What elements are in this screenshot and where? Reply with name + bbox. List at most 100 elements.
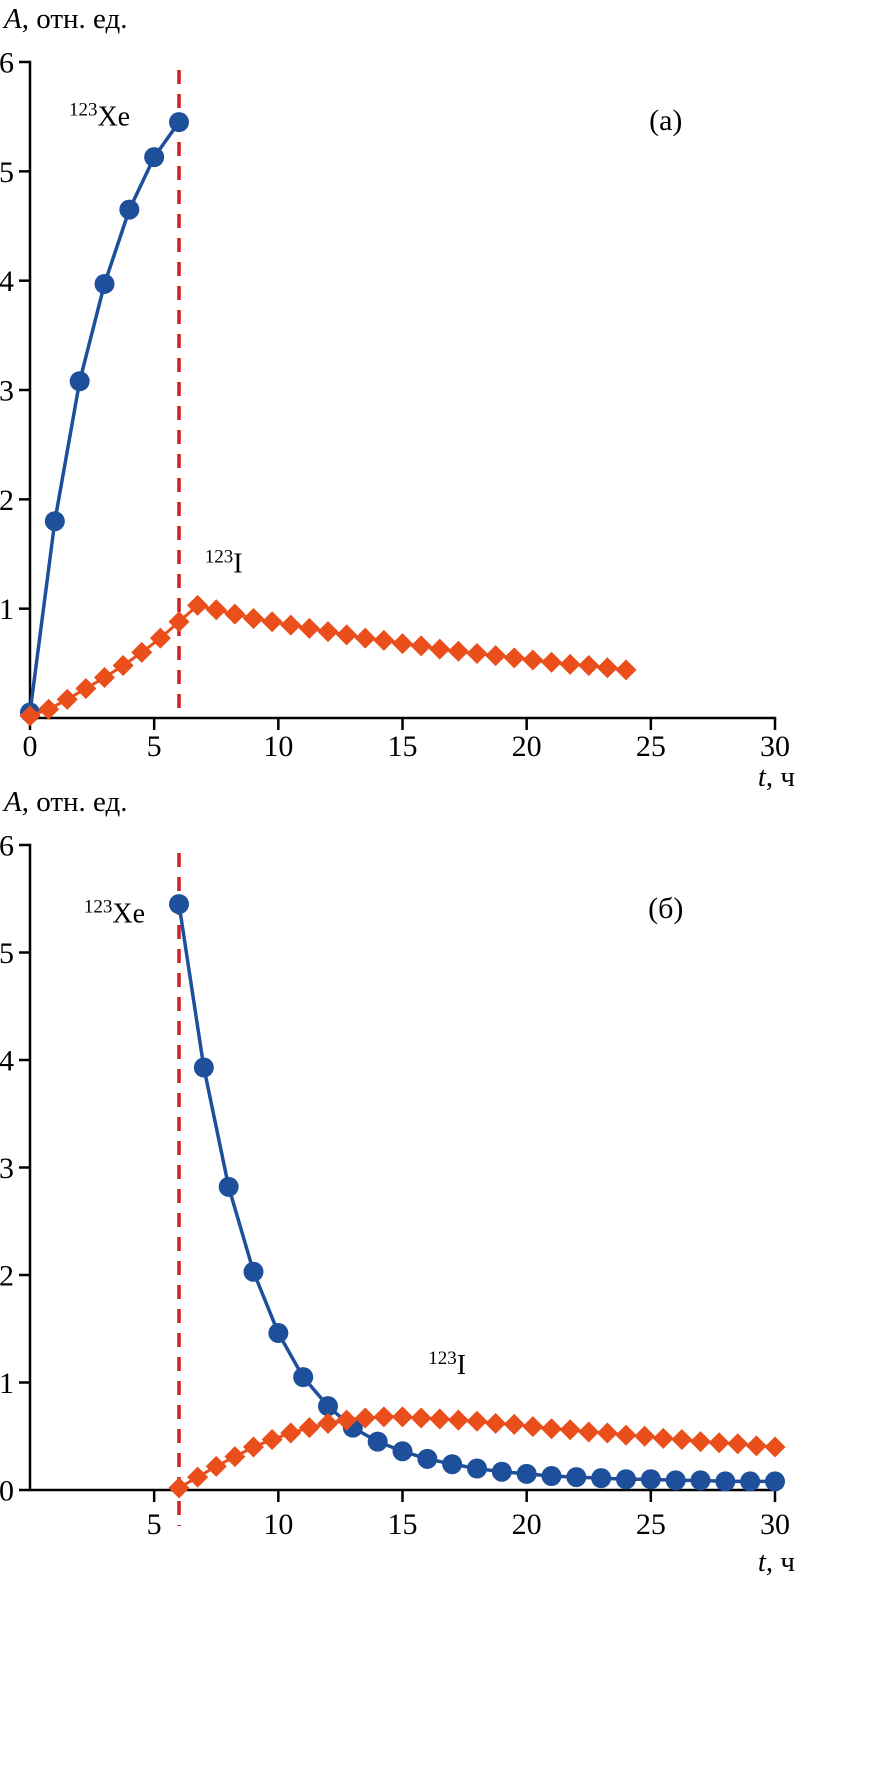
circle-marker: [218, 1176, 239, 1197]
diamond-marker: [19, 705, 41, 727]
x-tick-label: 30: [760, 1508, 790, 1541]
diamond-marker: [75, 677, 97, 699]
circle-marker: [367, 1431, 388, 1452]
x-tick-label: 20: [512, 1508, 542, 1541]
y-tick-label: 4: [0, 1045, 14, 1078]
circle-marker: [169, 894, 189, 915]
diamond-marker: [541, 1418, 562, 1440]
circle-marker: [616, 1469, 636, 1490]
diamond-marker: [708, 1432, 730, 1454]
diamond-marker: [56, 688, 78, 710]
circle-marker: [318, 1396, 338, 1417]
diamond-marker: [410, 635, 432, 657]
circle-marker: [169, 112, 189, 133]
diamond-marker: [634, 1425, 656, 1447]
series-line-xe-123: [177, 902, 777, 1484]
x-tick-label: 15: [388, 1508, 418, 1541]
diamond-marker: [243, 608, 264, 630]
diamond-marker: [541, 651, 562, 673]
circle-marker: [392, 1441, 413, 1462]
series-xe-123: 123Xe: [84, 894, 785, 1492]
axes: [28, 843, 777, 1492]
x-axis-title: t, ч: [758, 1546, 795, 1578]
series-label-xe-123: 123Xe: [84, 896, 145, 929]
diamond-marker: [522, 1416, 544, 1438]
series-i-123: 123I: [19, 547, 637, 727]
circle-marker: [541, 1466, 562, 1487]
y-tick-label: 5: [0, 937, 14, 970]
diamond-marker: [745, 1435, 767, 1457]
circle-marker: [516, 1463, 537, 1484]
y-tick-label: 5: [0, 156, 14, 189]
circle-marker: [765, 1471, 785, 1492]
diamond-marker: [615, 1424, 637, 1446]
circle-marker: [44, 511, 65, 532]
diamond-marker: [596, 1422, 618, 1444]
x-tick-label: 25: [636, 730, 666, 763]
diamond-marker: [727, 1433, 749, 1455]
diamond-marker: [336, 1409, 358, 1431]
y-tick-label: 3: [0, 375, 14, 408]
diamond-marker: [410, 1407, 432, 1429]
diamond-marker: [336, 624, 358, 646]
diamond-marker: [373, 629, 395, 651]
diamond-marker: [447, 1409, 469, 1431]
y-tick-label: 3: [0, 1152, 14, 1185]
x-tick-label: 25: [636, 1508, 666, 1541]
diamond-marker: [38, 698, 60, 720]
diamond-marker: [224, 1446, 246, 1468]
panel-a: 0 5 10 15 20 25 30 1 2 3 4 5 6 A, отн. ед. t, ч (а) 123X…: [0, 0, 890, 790]
diamond-marker: [392, 633, 413, 655]
diamond-marker: [112, 655, 134, 677]
diamond-marker: [596, 657, 618, 679]
diamond-marker: [466, 1410, 488, 1432]
diamond-marker: [317, 1412, 339, 1434]
y-axis-title: A, отн. ед.: [2, 790, 128, 818]
series-line-xe-123: [28, 120, 181, 715]
y-tick-label: 2: [0, 484, 14, 517]
diamond-marker: [187, 1466, 209, 1488]
diamond-marker: [261, 611, 283, 633]
diamond-marker: [94, 667, 115, 689]
x-tick-label: 0: [23, 730, 38, 763]
series-i-123: 123I: [168, 1348, 786, 1499]
diamond-marker: [168, 1477, 190, 1499]
diamond-marker: [261, 1428, 283, 1450]
diamond-marker: [652, 1427, 674, 1449]
panel-b: 5 10 15 20 25 30 0 1 2 3 4 5 6 A, отн. ед. t, ч (б) 123X…: [0, 790, 890, 1773]
diamond-marker: [392, 1406, 413, 1428]
diamond-marker: [298, 617, 320, 639]
diamond-marker: [559, 1419, 581, 1441]
series-label-xe-123: 123Xe: [69, 99, 130, 132]
diamond-marker: [429, 1408, 451, 1430]
circle-marker: [119, 199, 140, 220]
circle-marker: [665, 1470, 686, 1491]
x-tick-label: 5: [147, 1508, 162, 1541]
x-tick-label: 20: [512, 730, 542, 763]
diamond-marker: [187, 594, 209, 616]
circle-marker: [417, 1448, 438, 1469]
circle-marker: [193, 1057, 214, 1078]
diamond-marker: [205, 1455, 227, 1477]
series-label-i-123: 123I: [428, 1348, 466, 1381]
circle-marker: [243, 1261, 264, 1282]
x-tick-label: 10: [263, 730, 293, 763]
y-tick-label: 6: [0, 47, 14, 80]
circle-marker: [740, 1471, 761, 1492]
y-tick-label: 0: [0, 1475, 14, 1508]
diamond-marker: [522, 649, 544, 671]
y-tick-label: 1: [0, 1367, 14, 1400]
diamond-marker: [149, 627, 171, 649]
diamond-marker: [503, 1413, 525, 1435]
diamond-marker: [243, 1436, 264, 1458]
x-axis-title: t, ч: [758, 761, 795, 790]
panel-label: (б): [648, 892, 683, 925]
x-tick-label: 10: [263, 1508, 293, 1541]
y-tick-label: 4: [0, 265, 14, 298]
diamond-marker: [280, 614, 302, 636]
panel-label: (а): [649, 104, 682, 137]
circle-marker: [69, 371, 90, 392]
x-tick-label: 15: [388, 730, 418, 763]
circle-marker: [715, 1471, 736, 1492]
